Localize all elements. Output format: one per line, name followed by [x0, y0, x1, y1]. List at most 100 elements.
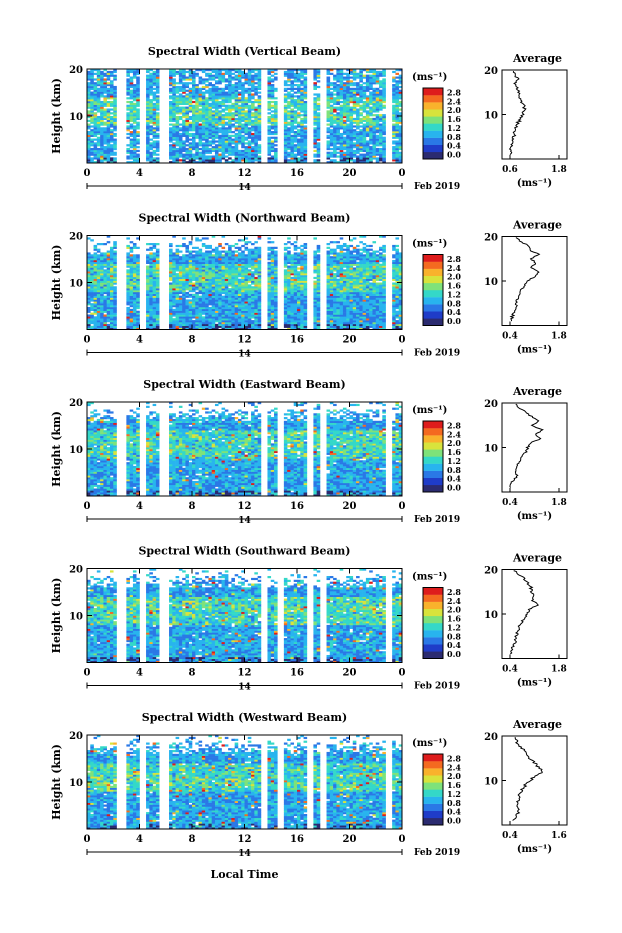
heatmap-cell — [300, 309, 304, 311]
heatmap-cell — [218, 139, 222, 141]
heatmap-cell — [153, 313, 157, 315]
heatmap-cell — [231, 92, 235, 94]
heatmap-cell — [359, 292, 363, 294]
heatmap-cell — [153, 322, 157, 324]
heatmap-cell — [90, 159, 94, 161]
heatmap-cell — [215, 309, 219, 311]
heatmap-cell — [369, 77, 373, 79]
heatmap-cell — [379, 144, 383, 146]
heatmap-cell — [199, 307, 203, 309]
heatmap-cell — [379, 140, 383, 142]
heatmap-cell — [202, 303, 206, 305]
heatmap-cell — [382, 95, 386, 97]
heatmap-cell — [267, 80, 271, 82]
heatmap-cell — [97, 73, 101, 75]
heatmap-cell — [153, 95, 157, 97]
heatmap-cell — [136, 103, 140, 105]
heatmap-cell — [294, 290, 298, 292]
heatmap-cell — [110, 322, 114, 324]
heatmap-cell — [228, 93, 232, 95]
heatmap-cell — [156, 301, 160, 303]
colorbar-swatch — [423, 138, 443, 145]
heatmap-cell — [356, 77, 360, 79]
heatmap-cell — [179, 322, 183, 324]
heatmap-cell — [133, 299, 137, 301]
heatmap-cell — [100, 309, 104, 311]
heatmap-cell — [356, 311, 360, 313]
heatmap-cell — [110, 118, 114, 120]
heatmap-cell — [202, 298, 206, 300]
heatmap-cell — [241, 298, 245, 300]
heatmap-cell — [251, 97, 255, 99]
heatmap-cell — [317, 155, 321, 157]
heatmap-cell — [113, 78, 117, 80]
heatmap-cell — [199, 144, 203, 146]
heatmap-cell — [382, 307, 386, 309]
heatmap-cell — [251, 298, 255, 300]
heatmap-cell — [176, 97, 180, 99]
heatmap-cell — [353, 318, 357, 320]
heatmap-cell — [212, 140, 216, 142]
heatmap-cell — [149, 144, 153, 146]
heatmap-cell — [103, 105, 107, 107]
heatmap-cell — [317, 97, 321, 99]
heatmap-cell — [297, 135, 301, 137]
heatmap-cell — [205, 90, 209, 92]
heatmap-cell — [212, 116, 216, 118]
heatmap-cell — [379, 159, 383, 161]
heatmap-cell — [149, 77, 153, 79]
heatmap-cell — [189, 124, 193, 126]
heatmap-cell — [153, 107, 157, 109]
heatmap-cell — [395, 110, 399, 112]
heatmap-cell — [218, 73, 222, 75]
heatmap-cell — [202, 322, 206, 324]
heatmap-cell — [366, 82, 370, 84]
heatmap-cell — [359, 140, 363, 142]
heatmap-cell — [222, 152, 226, 154]
heatmap-cell — [290, 303, 294, 305]
heatmap-cell — [228, 131, 232, 133]
heatmap-cell — [251, 88, 255, 90]
heatmap-cell — [251, 77, 255, 79]
heatmap-cell — [179, 103, 183, 105]
heatmap-cell — [245, 105, 249, 107]
heatmap-cell — [382, 140, 386, 142]
heatmap-cell — [90, 326, 94, 328]
heatmap-cell — [297, 152, 301, 154]
heatmap-cell — [156, 154, 160, 156]
heatmap-cell — [340, 152, 344, 154]
heatmap-cell — [130, 320, 134, 322]
heatmap-cell — [212, 77, 216, 79]
heatmap-cell — [90, 77, 94, 79]
heatmap-cell — [176, 303, 180, 305]
heatmap-cell — [146, 118, 150, 120]
heatmap-cell — [90, 142, 94, 144]
heatmap-cell — [313, 305, 317, 307]
heatmap-cell — [353, 103, 357, 105]
heatmap-cell — [254, 139, 258, 141]
heatmap-cell — [176, 95, 180, 97]
heatmap-cell — [113, 318, 117, 320]
heatmap-cell — [228, 309, 232, 311]
heatmap-cell — [136, 116, 140, 118]
heatmap-cell — [366, 77, 370, 79]
heatmap-cell — [176, 296, 180, 298]
heatmap-cell — [300, 108, 304, 110]
heatmap-cell — [241, 127, 245, 129]
heatmap-cell — [297, 114, 301, 116]
heatmap-cell — [372, 105, 376, 107]
heatmap-cell — [97, 140, 101, 142]
heatmap-cell — [97, 142, 101, 144]
heatmap-cell — [241, 309, 245, 311]
heatmap-cell — [284, 320, 288, 322]
heatmap-cell — [353, 298, 357, 300]
heatmap-cell — [287, 71, 291, 73]
heatmap-cell — [172, 139, 176, 141]
heatmap-cell — [300, 118, 304, 120]
heatmap-cell — [248, 309, 252, 311]
heatmap-cell — [156, 290, 160, 292]
heatmap-cell — [113, 322, 117, 324]
heatmap-cell — [100, 139, 104, 141]
heatmap-cell — [330, 84, 334, 86]
heatmap-cell — [290, 122, 294, 124]
